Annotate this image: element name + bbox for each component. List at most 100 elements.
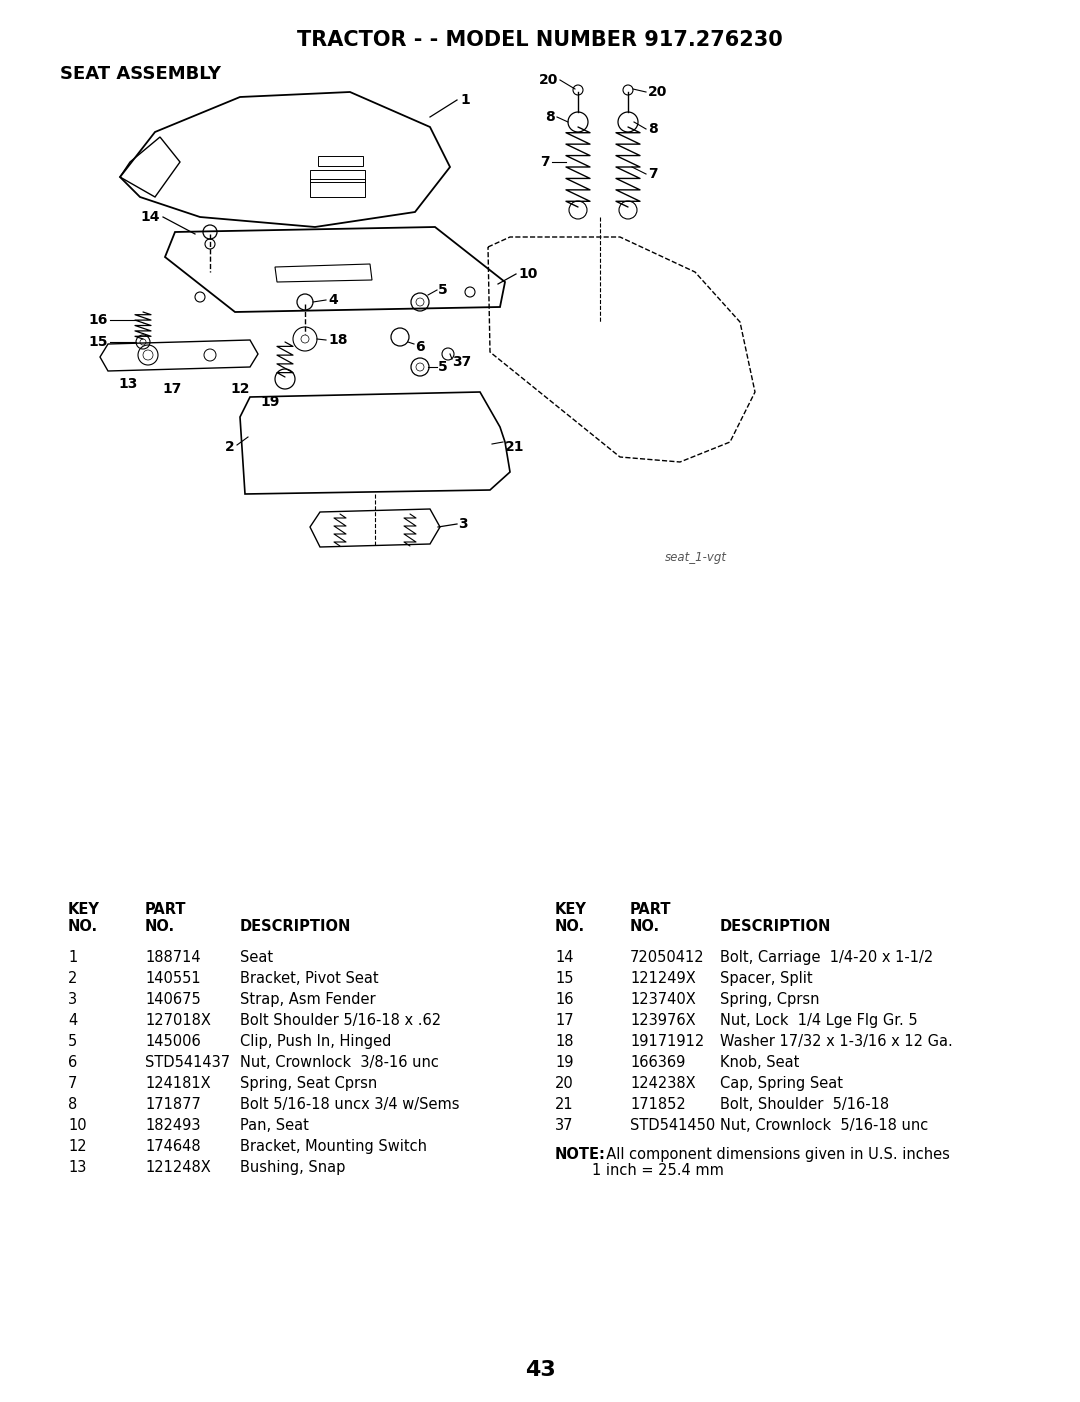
Text: 171852: 171852	[630, 1096, 686, 1112]
Text: 13: 13	[68, 1159, 86, 1175]
Text: Nut, Crownlock  5/16-18 unc: Nut, Crownlock 5/16-18 unc	[720, 1117, 928, 1133]
Text: 43: 43	[525, 1360, 555, 1380]
Text: STD541437: STD541437	[145, 1054, 230, 1070]
Text: All component dimensions given in U.S. inches: All component dimensions given in U.S. i…	[597, 1147, 950, 1162]
Text: 72050412: 72050412	[630, 951, 704, 965]
Text: Bracket, Pivot Seat: Bracket, Pivot Seat	[240, 972, 379, 986]
Text: 171877: 171877	[145, 1096, 201, 1112]
Text: 6: 6	[68, 1054, 78, 1070]
Text: PART: PART	[145, 901, 187, 917]
Text: Pan, Seat: Pan, Seat	[240, 1117, 309, 1133]
Text: 8: 8	[648, 122, 658, 136]
Text: Bolt Shoulder 5/16-18 x .62: Bolt Shoulder 5/16-18 x .62	[240, 1014, 441, 1028]
Text: 10: 10	[68, 1117, 86, 1133]
Text: 3: 3	[458, 517, 468, 531]
Text: 19: 19	[260, 395, 280, 409]
Text: 17: 17	[162, 381, 181, 395]
Text: 124238X: 124238X	[630, 1075, 696, 1091]
Text: 15: 15	[555, 972, 573, 986]
Text: 15: 15	[89, 335, 108, 349]
Text: 13: 13	[118, 377, 137, 391]
Text: 19171912: 19171912	[630, 1035, 704, 1049]
Text: 1: 1	[460, 93, 470, 107]
Text: Nut, Lock  1/4 Lge Flg Gr. 5: Nut, Lock 1/4 Lge Flg Gr. 5	[720, 1014, 918, 1028]
Text: 188714: 188714	[145, 951, 201, 965]
Text: 16: 16	[555, 993, 573, 1007]
Text: Cap, Spring Seat: Cap, Spring Seat	[720, 1075, 843, 1091]
Text: 7: 7	[68, 1075, 78, 1091]
Text: 1 inch = 25.4 mm: 1 inch = 25.4 mm	[555, 1164, 724, 1178]
Text: Spring, Seat Cprsn: Spring, Seat Cprsn	[240, 1075, 377, 1091]
Text: 182493: 182493	[145, 1117, 201, 1133]
Text: NO.: NO.	[145, 918, 175, 934]
Text: Bolt 5/16-18 uncx 3/4 w/Sems: Bolt 5/16-18 uncx 3/4 w/Sems	[240, 1096, 459, 1112]
Text: Strap, Asm Fender: Strap, Asm Fender	[240, 993, 376, 1007]
Text: 4: 4	[68, 1014, 78, 1028]
Text: 37: 37	[453, 355, 471, 369]
Text: NO.: NO.	[555, 918, 585, 934]
Text: KEY: KEY	[68, 901, 99, 917]
Text: 4: 4	[328, 293, 338, 307]
Text: PART: PART	[630, 901, 672, 917]
Text: 124181X: 124181X	[145, 1075, 211, 1091]
Text: 20: 20	[539, 73, 558, 87]
Text: 20: 20	[555, 1075, 573, 1091]
Text: 3: 3	[68, 993, 77, 1007]
Text: 123976X: 123976X	[630, 1014, 696, 1028]
Text: 6: 6	[415, 341, 424, 353]
Text: 7: 7	[648, 167, 658, 181]
Text: 127018X: 127018X	[145, 1014, 211, 1028]
Text: 140551: 140551	[145, 972, 201, 986]
Text: 37: 37	[555, 1117, 573, 1133]
Text: DESCRIPTION: DESCRIPTION	[720, 918, 832, 934]
Text: Bushing, Snap: Bushing, Snap	[240, 1159, 346, 1175]
Text: Clip, Push In, Hinged: Clip, Push In, Hinged	[240, 1035, 391, 1049]
Text: 16: 16	[89, 313, 108, 327]
Text: 18: 18	[555, 1035, 573, 1049]
Text: DESCRIPTION: DESCRIPTION	[240, 918, 351, 934]
Text: 14: 14	[555, 951, 573, 965]
Text: 17: 17	[555, 1014, 573, 1028]
Text: STD541450: STD541450	[630, 1117, 715, 1133]
Text: Spacer, Split: Spacer, Split	[720, 972, 812, 986]
Text: SEAT ASSEMBLY: SEAT ASSEMBLY	[60, 64, 221, 83]
Text: 14: 14	[140, 210, 160, 224]
Text: NO.: NO.	[630, 918, 660, 934]
Text: 166369: 166369	[630, 1054, 686, 1070]
Text: NO.: NO.	[68, 918, 98, 934]
Text: 140675: 140675	[145, 993, 201, 1007]
Text: Bolt, Shoulder  5/16-18: Bolt, Shoulder 5/16-18	[720, 1096, 889, 1112]
Text: 5: 5	[438, 283, 448, 297]
Text: Spring, Cprsn: Spring, Cprsn	[720, 993, 820, 1007]
Text: 21: 21	[555, 1096, 573, 1112]
Text: 21: 21	[505, 440, 525, 454]
Text: 5: 5	[438, 360, 448, 374]
Text: 2: 2	[226, 440, 235, 454]
Text: 8: 8	[68, 1096, 78, 1112]
Text: 18: 18	[328, 334, 348, 348]
Text: Nut, Crownlock  3/8-16 unc: Nut, Crownlock 3/8-16 unc	[240, 1054, 438, 1070]
Text: 174648: 174648	[145, 1138, 201, 1154]
Text: NOTE:: NOTE:	[555, 1147, 606, 1162]
Text: 145006: 145006	[145, 1035, 201, 1049]
Text: Washer 17/32 x 1-3/16 x 12 Ga.: Washer 17/32 x 1-3/16 x 12 Ga.	[720, 1035, 953, 1049]
Text: 121248X: 121248X	[145, 1159, 211, 1175]
Text: Bolt, Carriage  1/4-20 x 1-1/2: Bolt, Carriage 1/4-20 x 1-1/2	[720, 951, 933, 965]
Text: Seat: Seat	[240, 951, 273, 965]
Text: 19: 19	[555, 1054, 573, 1070]
Text: seat_1-vgt: seat_1-vgt	[665, 551, 727, 564]
Text: KEY: KEY	[555, 901, 586, 917]
Text: 12: 12	[230, 381, 249, 395]
Text: TRACTOR - - MODEL NUMBER 917.276230: TRACTOR - - MODEL NUMBER 917.276230	[297, 29, 783, 50]
Text: 121249X: 121249X	[630, 972, 696, 986]
Text: 2: 2	[68, 972, 78, 986]
Text: 8: 8	[545, 109, 555, 123]
Text: 123740X: 123740X	[630, 993, 696, 1007]
Text: 12: 12	[68, 1138, 86, 1154]
Text: 10: 10	[518, 266, 538, 280]
Text: 5: 5	[68, 1035, 78, 1049]
Text: 1: 1	[68, 951, 78, 965]
Text: Knob, Seat: Knob, Seat	[720, 1054, 799, 1070]
Text: 7: 7	[540, 156, 550, 170]
Text: Bracket, Mounting Switch: Bracket, Mounting Switch	[240, 1138, 427, 1154]
